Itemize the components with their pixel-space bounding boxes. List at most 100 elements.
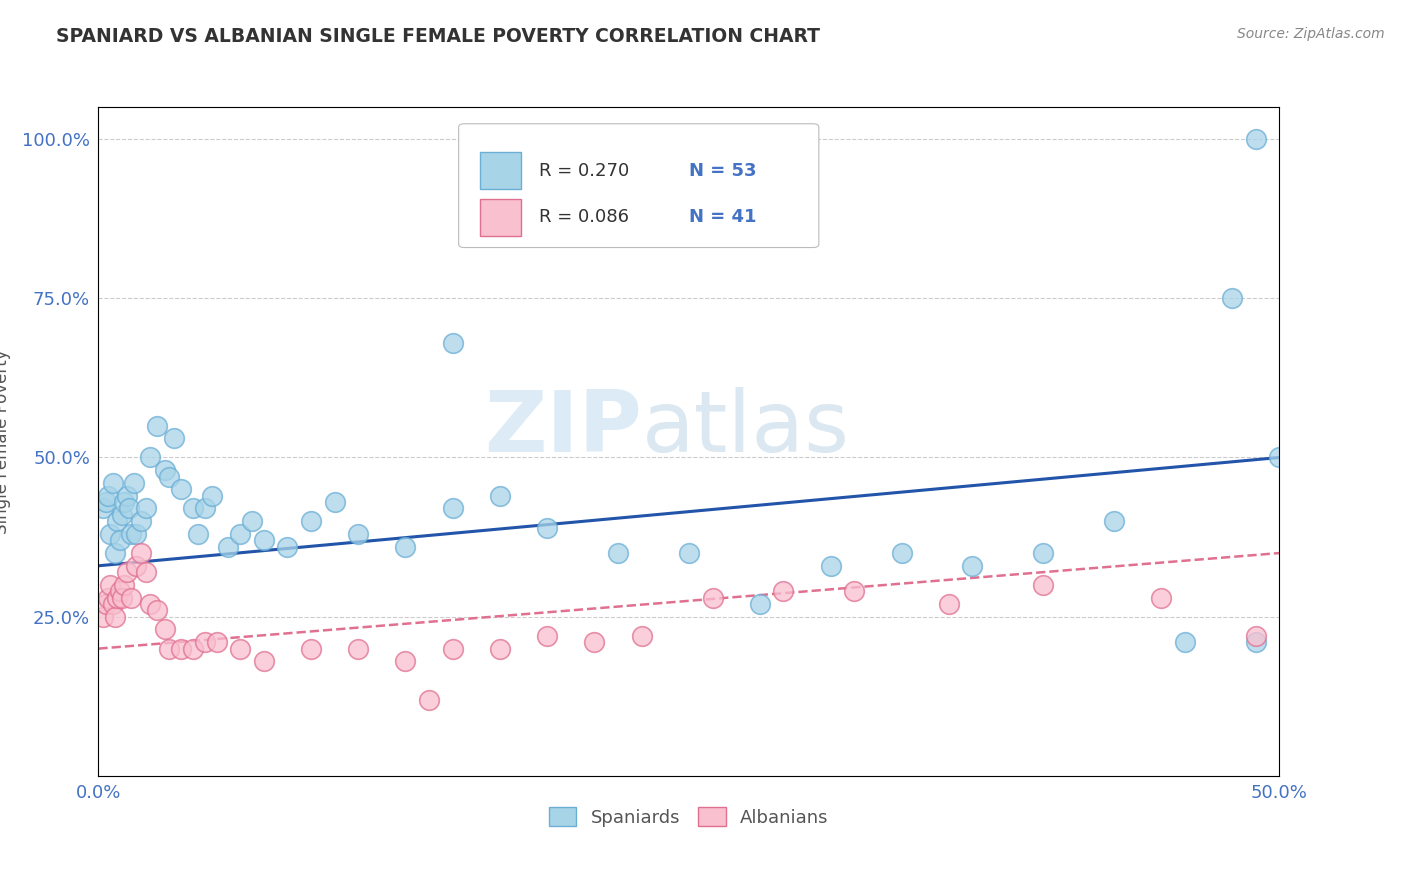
Point [121,527,143,541]
Point [299,641,322,656]
Point [1220,291,1243,305]
Point [394,654,416,668]
Point [104,609,127,624]
Point [101,597,124,611]
Point [240,514,263,528]
Point [98,527,121,541]
Point [129,514,152,528]
Point [101,475,124,490]
Point [170,641,193,656]
Point [1244,132,1267,146]
Point [163,431,186,445]
Point [772,584,794,599]
Point [418,692,440,706]
Point [97,591,120,605]
Point [146,418,169,433]
Point [94,495,117,509]
Point [1268,450,1291,465]
Point [253,533,276,548]
Point [194,501,217,516]
Point [98,578,121,592]
Point [157,469,180,483]
Point [1174,635,1197,649]
Point [441,641,464,656]
Point [1244,629,1267,643]
Point [347,641,370,656]
Point [170,483,193,497]
Text: R = 0.270: R = 0.270 [538,161,630,179]
Point [105,591,128,605]
Point [276,540,298,554]
Point [187,527,209,541]
Point [678,546,700,560]
Point [153,623,176,637]
Point [630,629,652,643]
Point [299,514,322,528]
Text: N = 41: N = 41 [689,209,756,227]
Point [536,629,558,643]
Y-axis label: Single Female Poverty: Single Female Poverty [0,350,11,533]
Point [702,591,724,605]
Point [844,584,866,599]
FancyBboxPatch shape [458,124,818,247]
Point [394,540,416,554]
Legend: Spaniards, Albanians: Spaniards, Albanians [543,799,835,834]
Point [135,565,157,579]
Point [347,527,370,541]
Point [1150,591,1173,605]
Point [1102,514,1125,528]
Point [229,641,252,656]
Point [115,489,138,503]
Point [125,558,148,573]
Point [111,508,134,522]
Point [115,565,138,579]
Point [146,603,169,617]
Point [962,558,984,573]
Point [938,597,960,611]
Point [104,546,127,560]
Point [607,546,630,560]
Point [1032,578,1054,592]
Point [91,501,114,516]
Point [583,635,606,649]
Point [111,591,134,605]
Point [135,501,157,516]
Point [194,635,217,649]
Point [1032,546,1054,560]
Point [105,514,128,528]
Point [129,546,152,560]
Point [323,495,346,509]
Point [536,520,558,534]
FancyBboxPatch shape [479,199,522,235]
Point [489,641,512,656]
Point [157,641,180,656]
Point [153,463,176,477]
Point [139,450,162,465]
Point [890,546,912,560]
Point [118,501,141,516]
Point [181,501,204,516]
Point [1244,635,1267,649]
Point [112,578,135,592]
Text: Source: ZipAtlas.com: Source: ZipAtlas.com [1237,27,1385,41]
Point [108,533,131,548]
Point [441,335,464,350]
Point [139,597,162,611]
Point [121,591,143,605]
Point [229,527,252,541]
Point [441,501,464,516]
Point [748,597,770,611]
Point [205,635,228,649]
Point [201,489,224,503]
Point [217,540,239,554]
Point [112,495,135,509]
Point [253,654,276,668]
Point [97,489,120,503]
Point [108,584,131,599]
Point [94,597,117,611]
Text: N = 53: N = 53 [689,161,756,179]
Text: SPANIARD VS ALBANIAN SINGLE FEMALE POVERTY CORRELATION CHART: SPANIARD VS ALBANIAN SINGLE FEMALE POVER… [56,27,820,45]
Text: atlas: atlas [641,386,849,470]
Point [125,527,148,541]
Point [91,609,114,624]
